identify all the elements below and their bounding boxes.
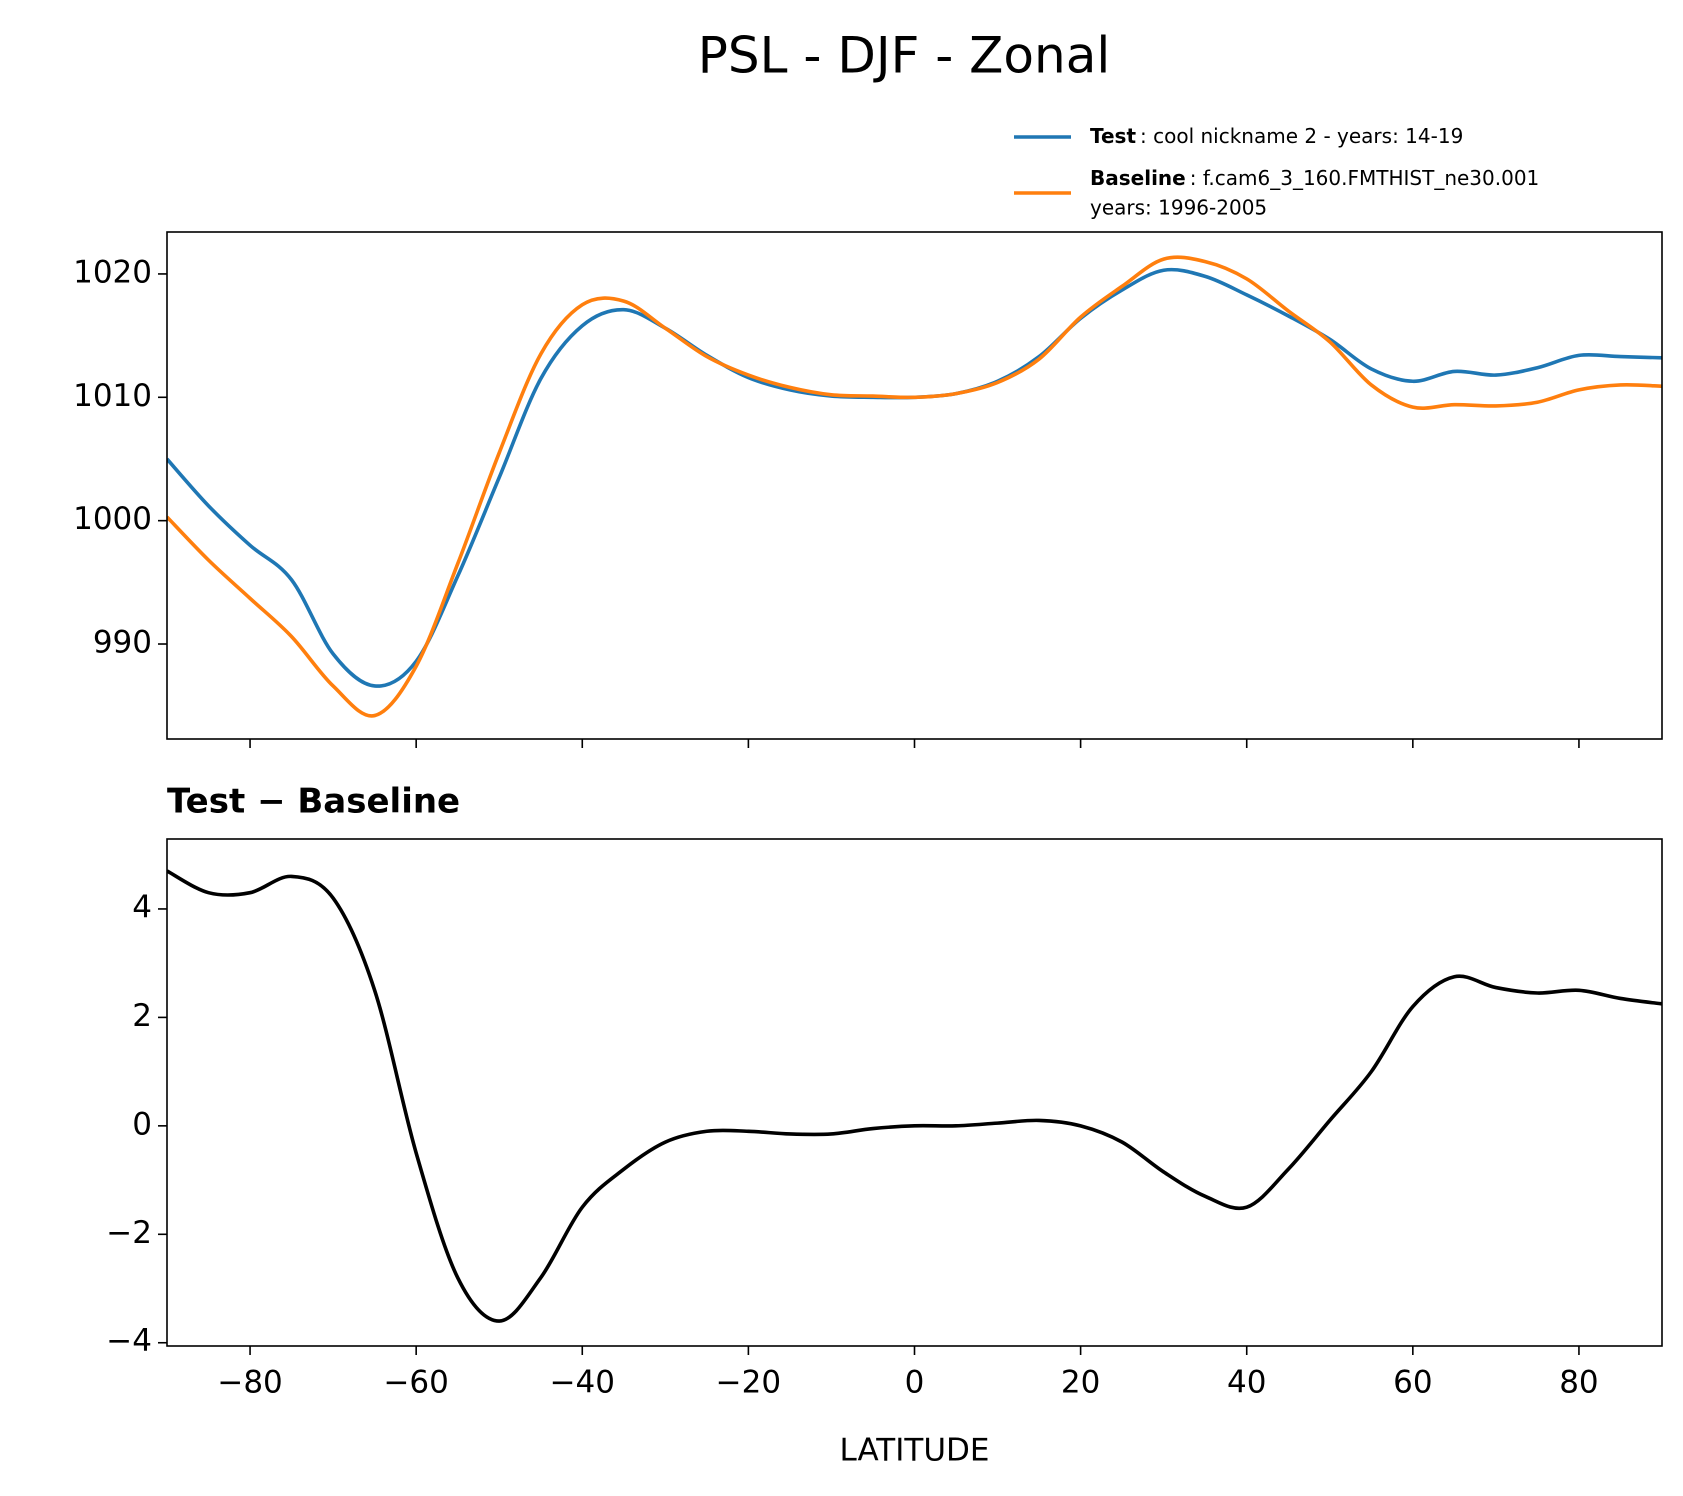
- x-tick-label: 0: [905, 1365, 925, 1401]
- y-tick-label: 1010: [73, 378, 152, 414]
- x-tick-label: −40: [550, 1365, 615, 1401]
- x-tick-label: 20: [1061, 1365, 1100, 1401]
- x-tick-label: 80: [1559, 1365, 1598, 1401]
- legend-name: Test: [1090, 124, 1136, 148]
- y-tick-label: 990: [93, 625, 152, 661]
- subplot-title: Test − Baseline: [167, 782, 460, 822]
- x-axis-label: LATITUDE: [840, 1433, 990, 1469]
- legend-name: Baseline: [1090, 166, 1186, 190]
- y-tick-label: 0: [132, 1106, 152, 1142]
- series-line: [167, 869, 1662, 1323]
- series-line: [167, 255, 1662, 718]
- figure-title: PSL - DJF - Zonal: [698, 27, 1110, 85]
- x-tick-label: 60: [1393, 1365, 1432, 1401]
- legend-entry: Baseline: f.cam6_3_160.FMTHIST_ne30.001: [1090, 166, 1539, 190]
- axes-frame: [166, 231, 1663, 740]
- legend-description: years: 1996-2005: [1090, 196, 1267, 220]
- x-tick-label: 40: [1227, 1365, 1266, 1401]
- series-line: [167, 267, 1662, 688]
- x-tick-label: −60: [383, 1365, 448, 1401]
- y-tick-label: −2: [106, 1215, 152, 1251]
- axes-frame: [166, 838, 1663, 1347]
- y-tick-label: −4: [106, 1323, 152, 1359]
- y-tick-label: 1020: [73, 254, 152, 290]
- y-tick-label: 1000: [73, 501, 152, 537]
- legend-entry: Test: cool nickname 2 - years: 14-19: [1090, 124, 1463, 148]
- legend-description: : cool nickname 2 - years: 14-19: [1140, 124, 1463, 148]
- x-tick-label: −20: [716, 1365, 781, 1401]
- x-tick-label: −80: [217, 1365, 282, 1401]
- legend-description: : f.cam6_3_160.FMTHIST_ne30.001: [1190, 166, 1540, 190]
- y-tick-label: 4: [132, 889, 152, 925]
- y-tick-label: 2: [132, 998, 152, 1034]
